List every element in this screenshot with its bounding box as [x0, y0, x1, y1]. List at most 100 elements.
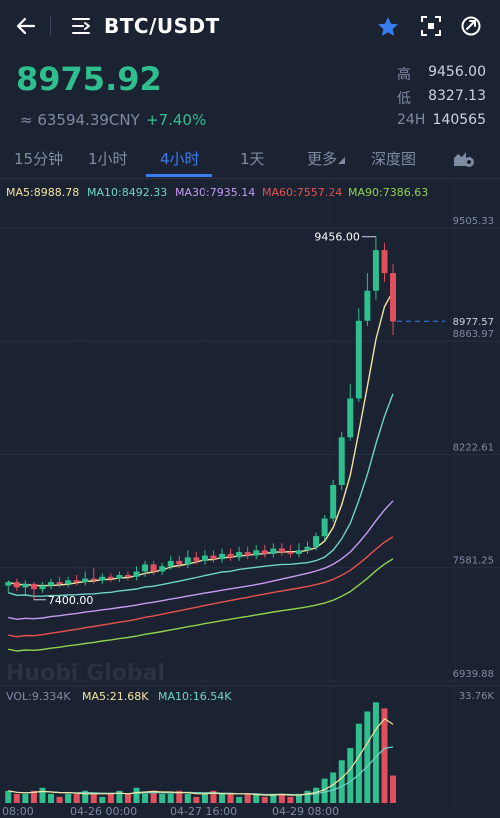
volume-bar	[193, 796, 200, 803]
volume-bar	[30, 790, 37, 803]
candle-body	[219, 553, 226, 560]
volume-bar	[236, 796, 243, 803]
candle-body	[372, 250, 379, 291]
candle-body	[278, 548, 285, 553]
volume-bar	[330, 772, 337, 803]
volume-bar	[48, 793, 55, 803]
candle-body	[5, 582, 12, 586]
tab-1day[interactable]: 1天	[240, 150, 265, 168]
chart-grid	[0, 178, 500, 808]
candle-body	[73, 580, 80, 583]
ma10-line	[8, 393, 394, 597]
moving-average-lines	[8, 290, 394, 652]
chart-settings-icon[interactable]	[452, 148, 476, 170]
volume-bar	[372, 702, 379, 803]
volume-bar	[142, 793, 149, 803]
candle-body	[244, 552, 251, 556]
volume-bar	[347, 748, 354, 803]
volume-axis-max: 33.76K	[459, 691, 495, 702]
tab-more[interactable]: 更多	[307, 148, 346, 169]
top-bar: BTC/USDT	[0, 0, 500, 52]
axis-labels: 9505.33 8863.97 8222.61 7581.25 6939.88 9456.…	[2, 216, 494, 818]
volume-bar	[390, 775, 397, 803]
tab-4hour[interactable]: 4小时	[160, 150, 200, 168]
volume-bar	[5, 790, 12, 803]
fullscreen-icon[interactable]	[420, 15, 442, 37]
candle-body	[99, 576, 106, 581]
candle-body	[159, 566, 166, 572]
candle-body	[150, 564, 157, 572]
candle-body	[13, 582, 20, 588]
time-tick-label: 08:00	[2, 805, 34, 818]
favorite-star-icon[interactable]	[376, 15, 400, 39]
volume-bar	[159, 793, 166, 803]
volume-bar	[150, 790, 157, 803]
volume-bar	[39, 787, 46, 803]
candle-body	[107, 576, 114, 579]
tab-15min[interactable]: 15分钟	[14, 150, 64, 168]
ma60-line	[8, 536, 394, 638]
back-arrow-icon[interactable]	[14, 14, 38, 38]
watermark: Huobi Global	[6, 661, 165, 686]
ma10-legend: MA10:8492.33	[87, 186, 168, 199]
candle-body	[338, 437, 345, 485]
cny-value: ≈ 63594.39CNY	[20, 111, 140, 129]
candle-body	[295, 550, 302, 554]
ma60-legend: MA60:7557.24	[262, 186, 343, 199]
high-label: 高	[397, 67, 411, 83]
volume-bar	[13, 793, 20, 803]
volume-ma10-legend: MA10:16.54K	[158, 690, 232, 703]
candle-body	[330, 484, 337, 519]
share-icon[interactable]	[460, 15, 482, 37]
volume-bar	[219, 793, 226, 803]
timeframe-tabs: 15分钟 1小时 4小时 1天 更多 深度图	[0, 140, 500, 179]
volume-bar	[167, 793, 174, 803]
candle-body	[48, 582, 55, 586]
ma30-legend: MA30:7935.14	[175, 186, 256, 199]
candle-body	[210, 555, 217, 560]
volume-bar	[210, 790, 217, 803]
volume-bar	[201, 793, 208, 803]
time-tick-label: 04-26 00:00	[70, 805, 137, 818]
candle-body	[364, 290, 371, 321]
menu-list-icon[interactable]	[70, 15, 92, 37]
change-percent: +7.40%	[146, 111, 207, 129]
time-tick-label: 04-27 16:00	[170, 805, 237, 818]
volume-legend: VOL:9.334K	[6, 690, 71, 703]
volume-bar	[133, 787, 140, 803]
ma30-line	[8, 500, 394, 621]
candle-body	[253, 550, 260, 556]
candle-body	[90, 578, 97, 581]
candle-body	[347, 398, 354, 438]
volume-bar	[295, 793, 302, 803]
ma5-legend: MA5:8988.78	[6, 186, 80, 199]
volume-bar	[355, 723, 362, 803]
tab-1hour[interactable]: 1小时	[88, 150, 128, 168]
candle-body	[124, 575, 131, 577]
volume-bar	[244, 793, 251, 803]
pair-title[interactable]: BTC/USDT	[104, 14, 220, 38]
candle-body	[313, 536, 320, 547]
ma90-legend: MA90:7386.63	[348, 186, 429, 199]
volume-bar	[124, 793, 131, 803]
volume-24h-value: 140565	[432, 112, 486, 128]
candle-body	[261, 550, 268, 554]
candle-body	[355, 320, 362, 399]
volume-bar	[381, 708, 388, 803]
volume-bars	[5, 702, 397, 803]
volume-24h-label: 24H	[397, 112, 426, 128]
tab-depth-chart[interactable]: 深度图	[371, 150, 417, 168]
candle-body	[65, 580, 72, 584]
candle-body	[176, 560, 183, 565]
candle-body	[167, 560, 174, 567]
volume-bar	[338, 760, 345, 803]
price-tick-label: 9505.33	[453, 216, 494, 227]
volume-bar	[313, 787, 320, 803]
price-tick-label: 8863.97	[453, 329, 494, 340]
candle-body	[22, 583, 29, 588]
candle-body	[39, 585, 46, 590]
volume-bar	[22, 793, 29, 803]
high-value: 9456.00	[428, 64, 486, 80]
price-tick-label: 6939.88	[453, 669, 494, 680]
